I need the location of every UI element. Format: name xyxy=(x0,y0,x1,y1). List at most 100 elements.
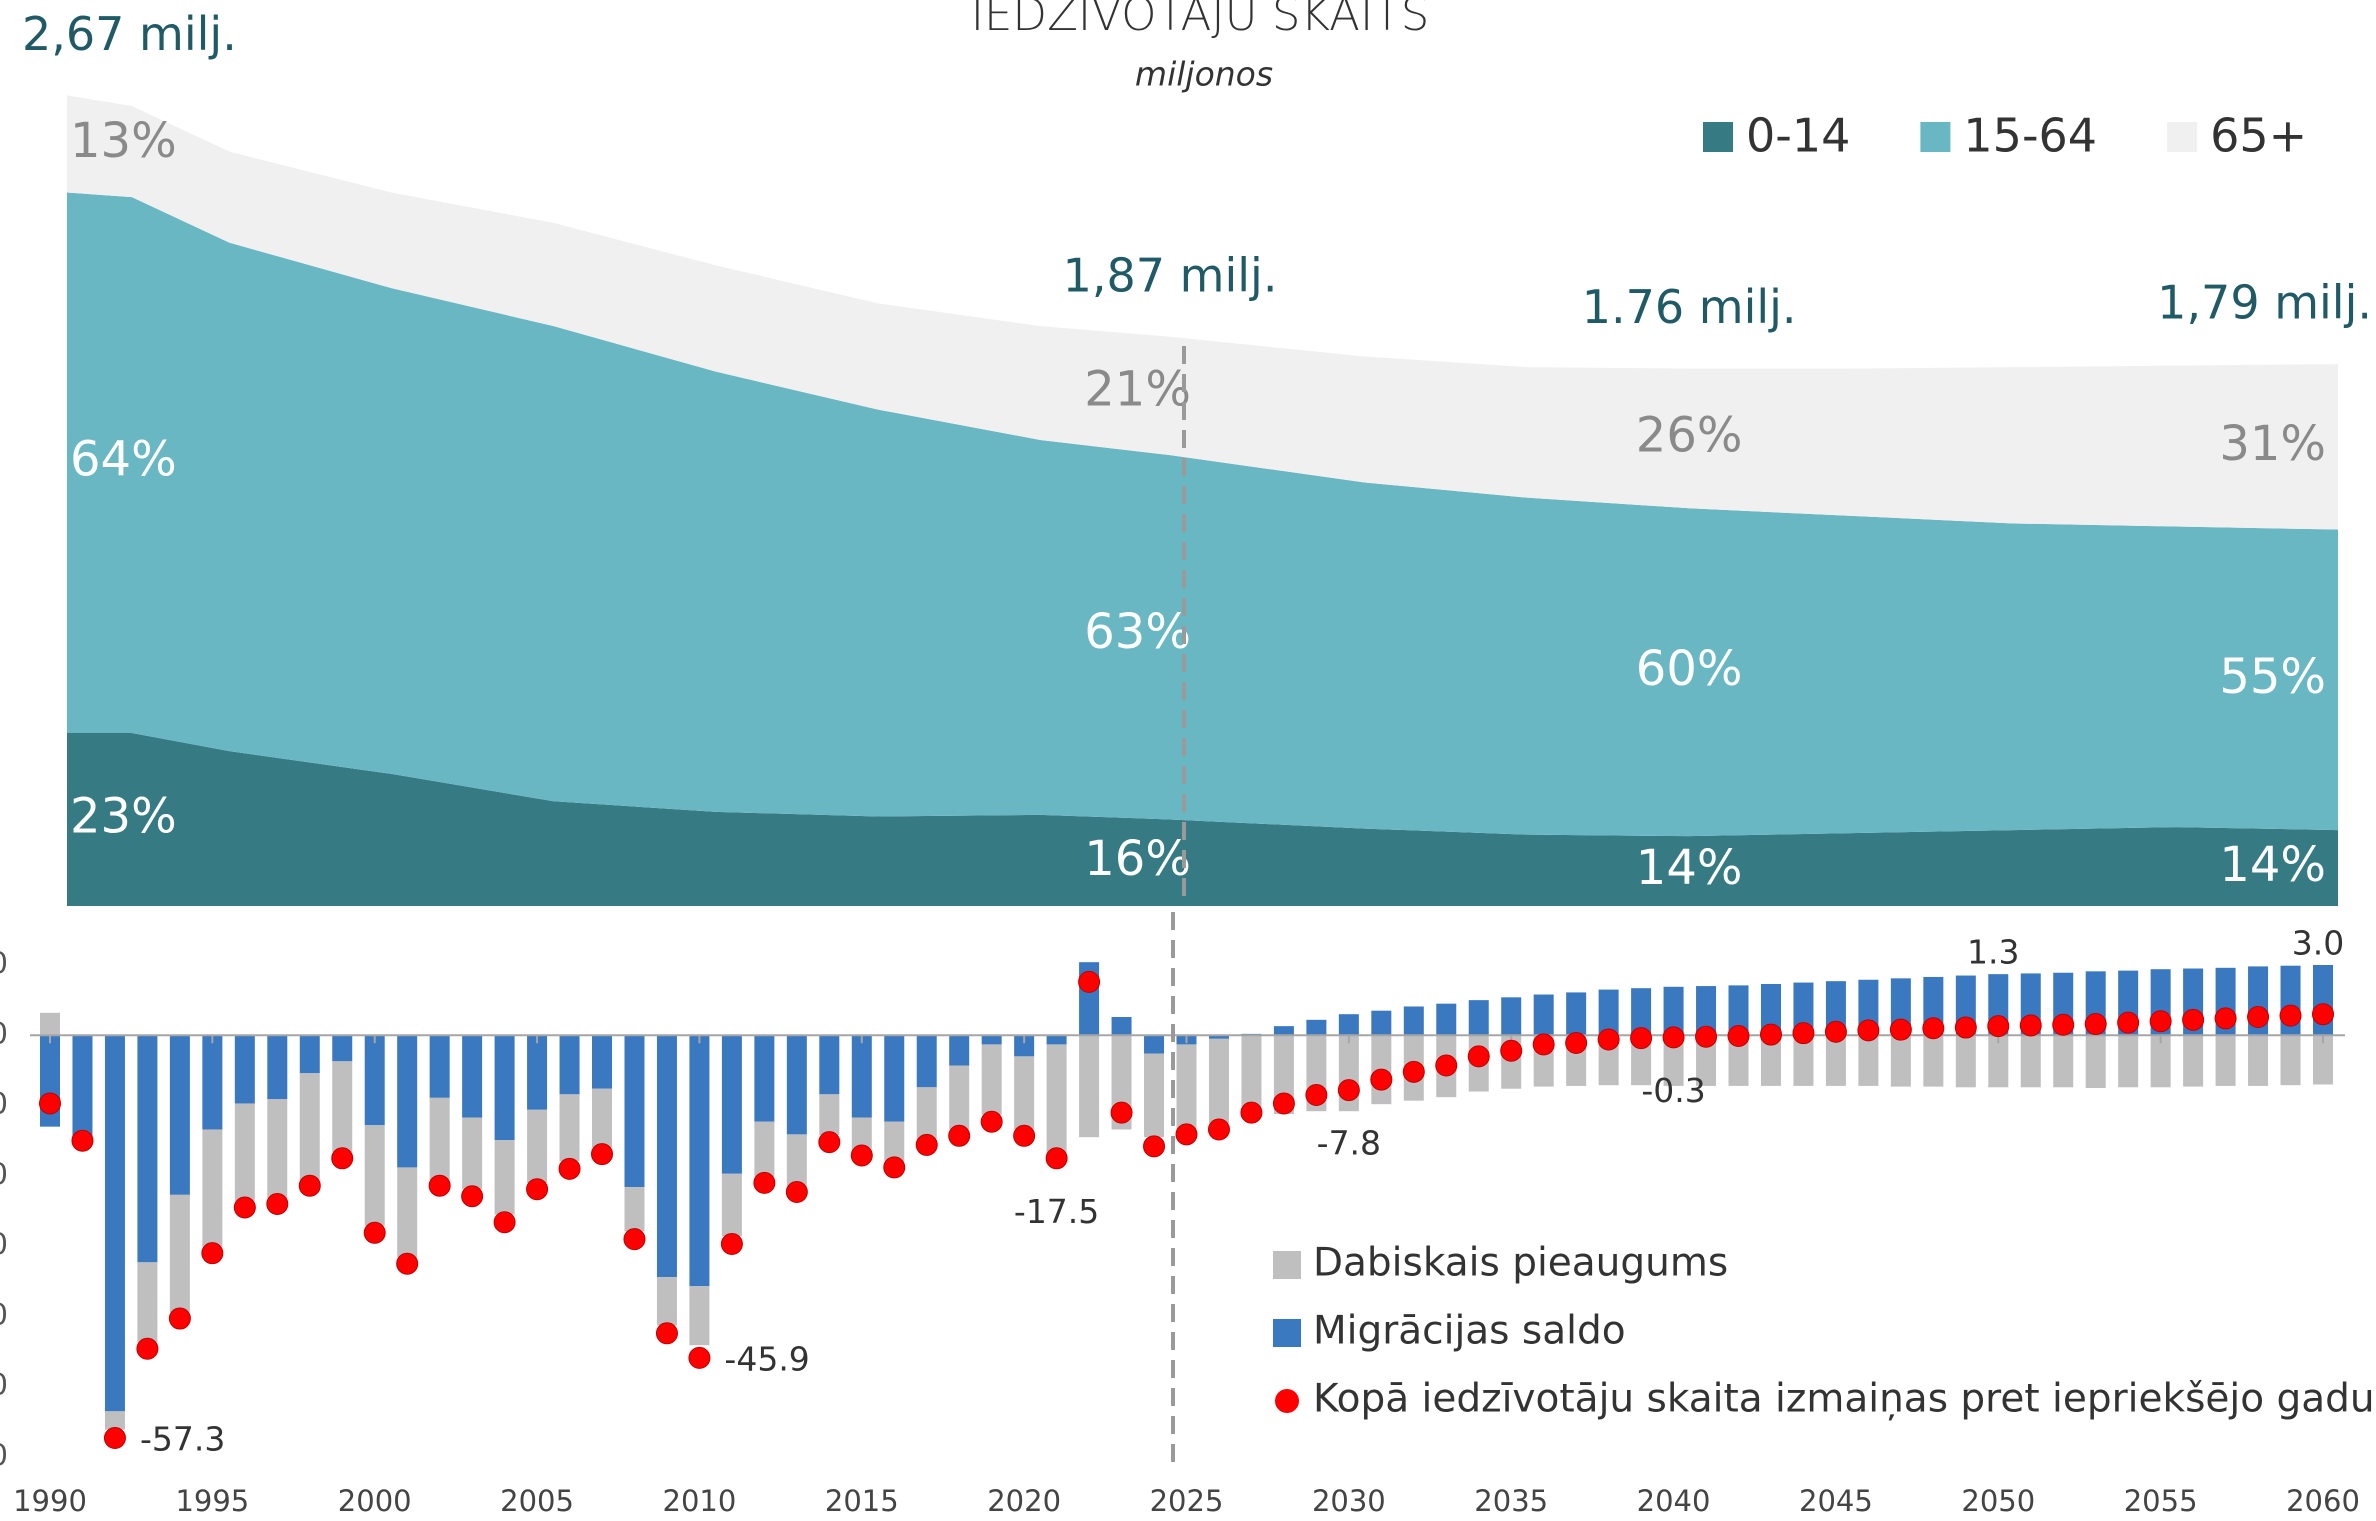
total-dot xyxy=(2117,1011,2140,1034)
total-dot xyxy=(396,1252,419,1275)
bar xyxy=(884,1121,905,1162)
bar xyxy=(592,1088,613,1148)
total-dot xyxy=(1792,1022,1815,1045)
data-label: -7.8 xyxy=(1317,1124,1381,1163)
total-dot xyxy=(1143,1135,1166,1158)
total-dot xyxy=(1695,1025,1718,1048)
x-tick-label: 2050 xyxy=(1961,1484,2035,1518)
total-dot xyxy=(1467,1045,1490,1068)
total-dot xyxy=(720,1233,743,1256)
total-dot xyxy=(1207,1118,1230,1141)
bar xyxy=(397,1035,418,1168)
total-dot xyxy=(1045,1147,1068,1170)
bar xyxy=(1014,1035,1035,1057)
bar xyxy=(819,1035,840,1095)
data-label: -17.5 xyxy=(1014,1192,1099,1231)
x-tick-label: 2000 xyxy=(338,1484,412,1518)
bar xyxy=(397,1167,418,1258)
bar xyxy=(754,1121,775,1177)
total-dot xyxy=(1110,1101,1133,1124)
legend-swatch xyxy=(1275,1389,1299,1413)
legend-label: Migrācijas saldo xyxy=(1313,1309,1626,1354)
total-dot xyxy=(883,1156,906,1179)
bar xyxy=(1014,1056,1035,1130)
bar xyxy=(1241,1035,1262,1115)
legend-swatch xyxy=(1920,122,1951,152)
bar xyxy=(1436,1003,1457,1036)
legend-label: Kopā iedzīvotāju skaita izmaiņas pret ie… xyxy=(1313,1377,2375,1422)
bar xyxy=(267,1099,288,1199)
bar xyxy=(1273,1026,1294,1036)
bar xyxy=(1793,982,1814,1036)
legend-swatch xyxy=(1273,1319,1301,1347)
bar xyxy=(2150,1035,2171,1088)
x-tick-label: 2060 xyxy=(2286,1484,2360,1518)
x-tick-label: 2030 xyxy=(1312,1484,1386,1518)
total-dot xyxy=(103,1427,126,1450)
area-series xyxy=(67,192,2338,837)
legend-label: 65+ xyxy=(2210,109,2307,163)
bar xyxy=(2248,1035,2269,1086)
total-dot xyxy=(298,1174,321,1197)
bar xyxy=(592,1035,613,1089)
bar xyxy=(624,1187,645,1232)
share-label: 60% xyxy=(1636,641,1743,697)
bar xyxy=(429,1097,450,1181)
total-dot xyxy=(2247,1006,2270,1029)
bar xyxy=(1696,1035,1717,1086)
bar xyxy=(689,1035,710,1287)
bar xyxy=(1728,985,1749,1036)
y-tick-label: -40 xyxy=(0,1297,8,1331)
bar xyxy=(721,1035,742,1174)
bar xyxy=(1728,1035,1749,1086)
share-label: 23% xyxy=(70,788,177,844)
bar xyxy=(299,1035,320,1074)
bar xyxy=(786,1134,807,1187)
bar xyxy=(949,1065,970,1130)
bar xyxy=(1825,981,1846,1036)
total-label: 1,79 milj. xyxy=(2157,276,2372,330)
bar xyxy=(1566,992,1587,1036)
total-dot xyxy=(1013,1124,1036,1147)
total-dot xyxy=(915,1133,938,1156)
bar xyxy=(689,1286,710,1346)
x-tick-label: 1995 xyxy=(175,1484,249,1518)
data-label: -0.3 xyxy=(1641,1071,1705,1110)
bar xyxy=(1988,1035,2009,1088)
bar xyxy=(332,1061,353,1152)
legend-label: 0-14 xyxy=(1746,109,1850,163)
total-dot xyxy=(980,1110,1003,1133)
bar xyxy=(1501,997,1522,1036)
total-label: 1.76 milj. xyxy=(1582,280,1797,334)
bar xyxy=(462,1117,483,1190)
bar xyxy=(1403,1006,1424,1036)
bar xyxy=(786,1035,807,1135)
total-dot xyxy=(688,1346,711,1369)
bar xyxy=(527,1109,548,1183)
total-dot xyxy=(1727,1024,1750,1047)
bar xyxy=(1144,1053,1165,1138)
bar xyxy=(1793,1035,1814,1086)
bar xyxy=(1663,986,1684,1036)
bar xyxy=(137,1262,158,1343)
share-label: 14% xyxy=(2219,837,2326,893)
y-tick-label: -10 xyxy=(0,1087,8,1121)
total-dot xyxy=(2182,1008,2205,1031)
bar xyxy=(1338,1014,1359,1036)
bar xyxy=(1663,1035,1684,1086)
total-dot xyxy=(1078,970,1101,993)
bar xyxy=(1208,1038,1229,1124)
bar xyxy=(1858,1035,1879,1086)
share-label: 14% xyxy=(1636,840,1743,896)
total-dot xyxy=(591,1143,614,1166)
total-dot xyxy=(1532,1033,1555,1056)
total-dot xyxy=(168,1307,191,1330)
total-dot xyxy=(1272,1092,1295,1115)
y-tick-label: -30 xyxy=(0,1227,8,1261)
bar xyxy=(104,1035,125,1412)
total-dot xyxy=(2019,1014,2042,1037)
bar-chart: 10 0 -10 -20 -30 -40 -50 -60 1990 1995 2000 2005 201… xyxy=(0,924,2375,1519)
area-chart: 23% 64% 13% 16% 63% 21% 14% 60% 26% 14% 55% 31% 2,67… xyxy=(22,7,2372,906)
chart-title: IEDZĪVOTĀJU SKAITS xyxy=(971,0,1430,41)
y-tick-label: -20 xyxy=(0,1157,8,1191)
